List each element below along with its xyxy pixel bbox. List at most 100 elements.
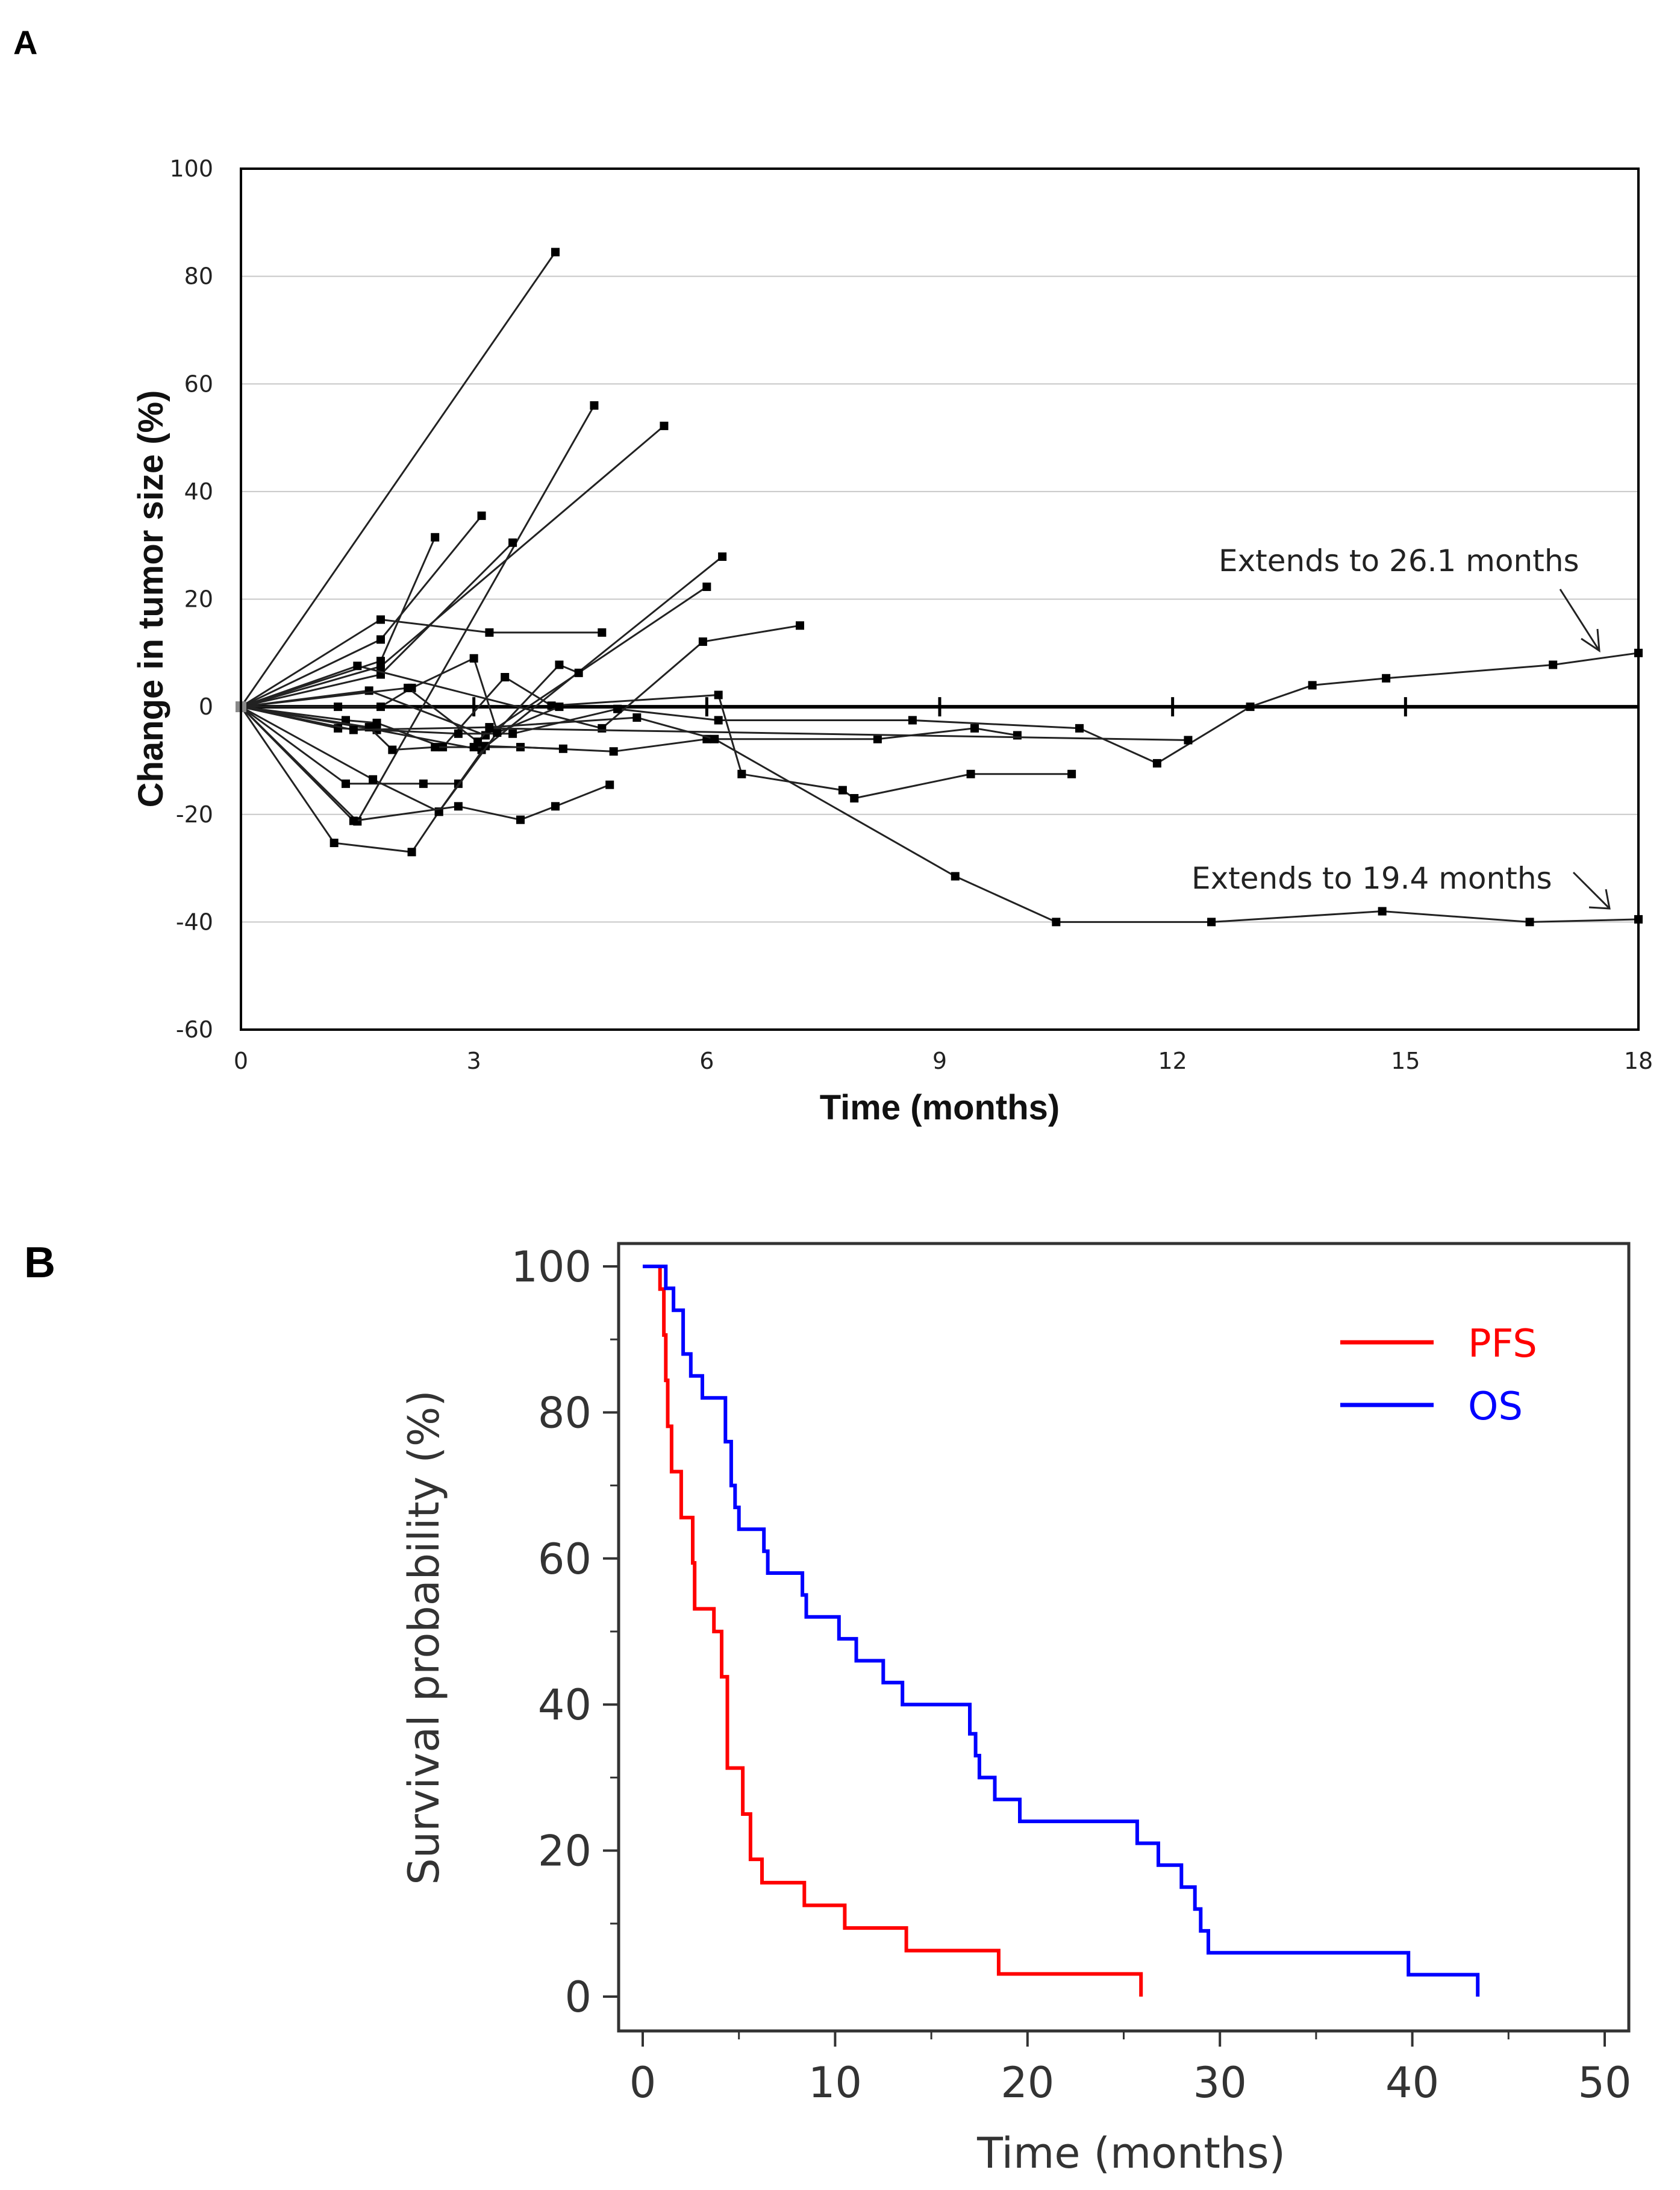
- data-point: [501, 673, 510, 682]
- y-tick-label: 0: [199, 693, 213, 720]
- series-line-11: [241, 657, 579, 733]
- data-point: [1067, 769, 1076, 778]
- data-point: [376, 635, 385, 644]
- data-point: [796, 621, 804, 630]
- data-point: [574, 668, 583, 677]
- data-point: [551, 248, 560, 257]
- data-point: [558, 744, 567, 753]
- y-tick-label: 60: [184, 371, 213, 397]
- y-tick-label: 20: [538, 1827, 592, 1876]
- data-point: [850, 793, 859, 802]
- annotation-text-2: Extends to 19.4 months: [1191, 861, 1552, 896]
- data-point: [951, 872, 960, 881]
- data-point: [555, 660, 564, 669]
- y-tick-label: 100: [169, 155, 213, 182]
- x-tick-label: 6: [699, 1048, 714, 1074]
- data-point: [737, 769, 746, 778]
- y-tick-label: 0: [564, 1973, 592, 2022]
- data-point: [1075, 724, 1084, 733]
- legend: PFS OS: [1340, 1322, 1537, 1429]
- data-point: [590, 401, 599, 410]
- plot-frame: [617, 1242, 1631, 2033]
- data-point: [1378, 907, 1387, 916]
- data-point: [369, 775, 378, 784]
- x-tick-label: 15: [1391, 1048, 1420, 1074]
- data-point: [376, 657, 385, 666]
- x-tick-label: 3: [467, 1048, 481, 1074]
- data-point: [714, 690, 723, 699]
- data-point: [493, 728, 502, 737]
- data-point: [1308, 681, 1317, 690]
- annotation-arrowhead-1: [1581, 628, 1600, 652]
- data-point: [516, 815, 525, 824]
- x-axis-title: Time (months): [976, 2129, 1285, 2178]
- data-point: [376, 615, 385, 624]
- data-point: [970, 724, 979, 733]
- series-group: [643, 1265, 1480, 1997]
- y-tick-label: -60: [176, 1016, 213, 1043]
- data-point: [1549, 660, 1558, 669]
- data-point: [372, 718, 381, 727]
- data-point: [481, 742, 490, 751]
- data-point: [702, 582, 711, 591]
- x-tick-label: 9: [932, 1048, 947, 1074]
- x-tick-label: 18: [1624, 1048, 1653, 1074]
- data-point: [873, 734, 882, 743]
- x-tick-label: 30: [1193, 2058, 1247, 2107]
- y-tick-label: -20: [176, 801, 213, 828]
- data-point: [555, 702, 564, 712]
- data-point: [613, 704, 622, 713]
- grid: [241, 275, 1638, 923]
- series-group: [236, 248, 1643, 927]
- tumor-size-chart: 100 80 60 40 20 0 -20 -40 -60 0 3 6 9 12 15 18 Time (mo…: [131, 155, 1653, 1127]
- x-tick-label: 20: [1001, 2058, 1054, 2107]
- y-tick-label: 80: [538, 1388, 592, 1438]
- data-point: [908, 716, 917, 725]
- data-point: [342, 779, 350, 788]
- data-point: [508, 729, 517, 738]
- data-point: [698, 637, 707, 646]
- data-point: [376, 702, 385, 712]
- data-point: [349, 725, 358, 734]
- data-point: [598, 628, 607, 637]
- legend-label-pfs: PFS: [1468, 1322, 1537, 1366]
- data-point: [477, 512, 486, 521]
- data-point: [485, 724, 494, 733]
- data-point: [1207, 918, 1216, 927]
- annotation-arrowhead-2: [1588, 889, 1611, 910]
- x-axis-title: Time (months): [820, 1088, 1060, 1127]
- y-axis-title: Change in tumor size (%): [131, 390, 170, 808]
- data-point: [388, 745, 397, 754]
- annotation-arrow-2: [1572, 871, 1611, 910]
- data-point: [431, 533, 440, 542]
- data-point: [454, 729, 463, 738]
- data-point: [419, 779, 428, 788]
- series-os-curve: [643, 1265, 1480, 1997]
- annotation-arrow-1: [1559, 589, 1600, 651]
- data-point: [485, 628, 494, 637]
- data-point: [349, 816, 358, 825]
- y-tick-label: 100: [511, 1242, 592, 1292]
- ticks: 0 10 20 30 40 50 100 80 60 40 20 0: [511, 1242, 1631, 2107]
- y-tick-label: 40: [538, 1680, 592, 1730]
- data-point: [454, 802, 463, 811]
- data-point: [838, 786, 847, 795]
- data-point: [609, 747, 618, 756]
- tick-labels: 100 80 60 40 20 0 -20 -40 -60 0 3 6 9 12 15 18: [169, 155, 1653, 1074]
- survival-chart: 0 10 20 30 40 50 100 80 60 40 20 0 Time (months) Su…: [399, 1242, 1632, 2178]
- data-point: [966, 769, 975, 778]
- y-tick-label: 60: [538, 1535, 592, 1584]
- data-point: [1184, 736, 1193, 745]
- data-point: [598, 724, 607, 733]
- plot-frame: [240, 167, 1640, 1031]
- data-point: [547, 701, 556, 710]
- y-tick-label: 20: [184, 586, 213, 613]
- data-point: [710, 734, 719, 743]
- data-point: [353, 662, 362, 671]
- data-point: [329, 839, 339, 848]
- y-tick-label: 40: [184, 478, 213, 505]
- data-point: [364, 686, 373, 695]
- data-point: [473, 737, 482, 746]
- annotation-text-1: Extends to 26.1 months: [1219, 543, 1579, 578]
